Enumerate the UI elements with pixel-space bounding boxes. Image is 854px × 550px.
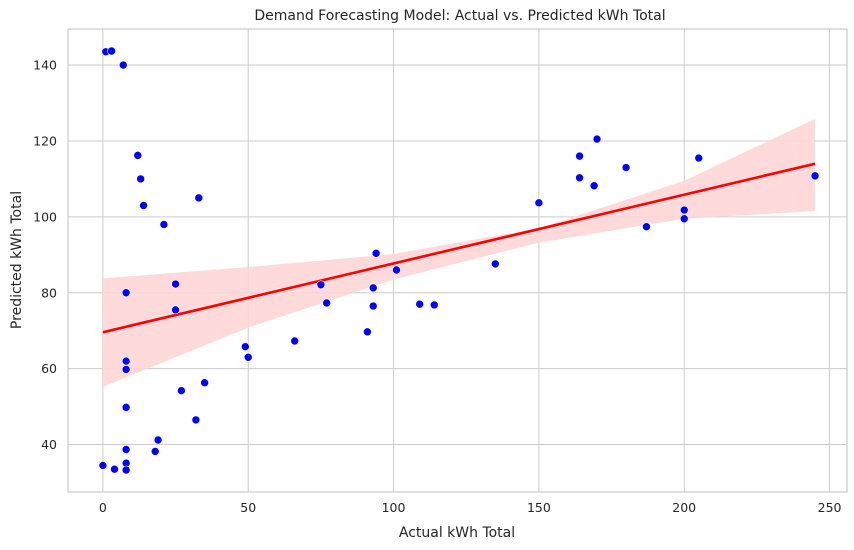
- x-tick-label: 250: [818, 500, 842, 515]
- plot-frame: [67, 28, 848, 493]
- data-point: [121, 465, 131, 475]
- data-point: [363, 327, 372, 337]
- regression-line: [102, 162, 816, 334]
- chart-title: Demand Forecasting Model: Actual vs. Pre…: [254, 8, 665, 24]
- data-point: [159, 220, 169, 229]
- data-point: [121, 288, 131, 298]
- data-point: [191, 415, 201, 425]
- data-point: [110, 464, 119, 474]
- data-point: [290, 336, 300, 346]
- data-point: [153, 435, 163, 445]
- data-point: [642, 222, 651, 232]
- y-tick-label: 60: [41, 361, 57, 376]
- data-points: [98, 46, 820, 475]
- data-point: [810, 171, 820, 181]
- y-tick-label: 140: [33, 58, 57, 73]
- data-point: [121, 365, 131, 374]
- data-point: [316, 280, 326, 290]
- data-point: [243, 352, 253, 362]
- x-tick-label: 100: [382, 500, 406, 515]
- data-point: [139, 201, 148, 210]
- data-point: [171, 305, 180, 315]
- y-tick-labels: 40 60 80 100 120 140: [33, 58, 57, 453]
- x-tick-label: 150: [527, 500, 551, 515]
- data-point: [371, 248, 381, 258]
- confidence-band-layer: [102, 118, 816, 387]
- y-tick-label: 120: [33, 133, 57, 148]
- data-point: [575, 173, 584, 183]
- data-point: [490, 259, 500, 269]
- data-point: [429, 300, 439, 310]
- data-point: [621, 163, 631, 172]
- data-point: [107, 46, 116, 56]
- data-point: [121, 445, 131, 454]
- data-point: [121, 356, 131, 366]
- data-point: [241, 342, 250, 351]
- data-point: [368, 283, 378, 293]
- grid: [68, 29, 847, 492]
- data-point: [679, 214, 689, 224]
- y-axis-label: Predicted kWh Total: [9, 191, 25, 329]
- data-point: [200, 378, 209, 388]
- data-point: [121, 403, 131, 412]
- data-point: [194, 193, 204, 203]
- data-point: [136, 174, 145, 184]
- x-axis-label: Actual kWh Total: [399, 525, 515, 541]
- regression-line-layer: [102, 162, 816, 334]
- data-point: [368, 301, 378, 311]
- y-tick-label: 100: [33, 209, 57, 224]
- data-point: [98, 461, 108, 470]
- data-point: [575, 151, 584, 161]
- data-point: [322, 298, 331, 308]
- x-tick-label: 50: [240, 500, 256, 515]
- data-point: [679, 205, 689, 215]
- x-tick-label: 200: [672, 500, 696, 515]
- data-point: [415, 299, 425, 309]
- y-tick-label: 80: [41, 285, 57, 300]
- data-point: [150, 447, 160, 456]
- data-point: [171, 279, 180, 289]
- data-point: [534, 198, 544, 208]
- data-point: [177, 386, 186, 395]
- data-point: [694, 153, 704, 163]
- confidence-band: [102, 118, 816, 387]
- data-point: [133, 151, 143, 160]
- data-point: [392, 265, 401, 275]
- x-tick-label: 0: [99, 500, 107, 515]
- x-tick-labels: 0 50 100 150 200 250: [99, 500, 842, 515]
- data-point: [589, 181, 599, 191]
- y-tick-label: 40: [41, 437, 57, 452]
- data-point: [592, 134, 602, 144]
- data-point: [118, 60, 128, 70]
